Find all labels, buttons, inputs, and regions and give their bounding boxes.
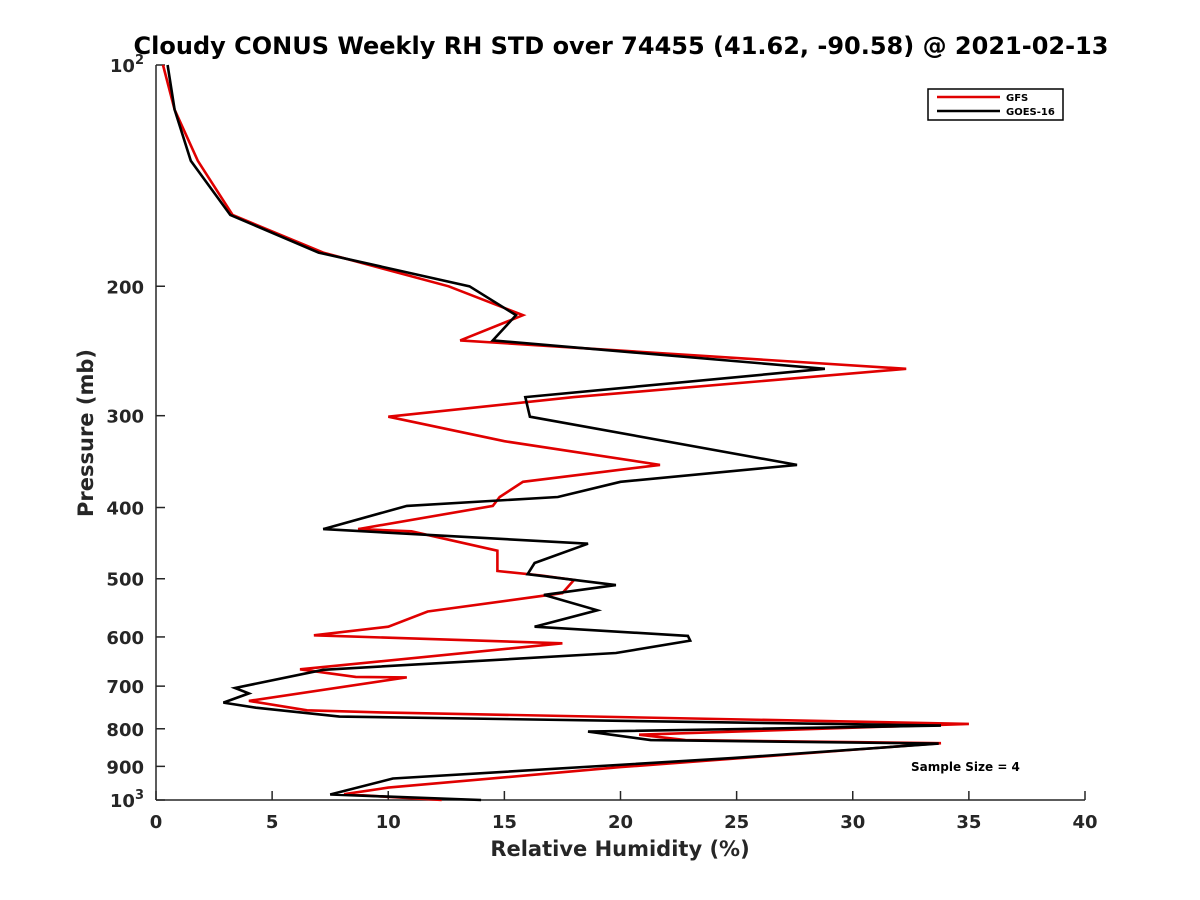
x-tick-label: 25 — [724, 812, 749, 833]
x-tick-label: 20 — [608, 812, 633, 833]
x-tick-label: 15 — [492, 812, 517, 833]
y-tick-label: 600 — [106, 628, 144, 649]
legend: GFS GOES-16 — [927, 88, 1064, 121]
x-axis-ticks: 0 5 10 15 20 25 30 35 40 — [150, 791, 1098, 833]
legend-label-goes16: GOES-16 — [1006, 107, 1055, 118]
series-line-gfs — [161, 64, 969, 802]
x-tick-label: 30 — [840, 812, 865, 833]
y-tick-label: 800 — [106, 720, 144, 741]
legend-box — [927, 88, 1064, 121]
x-tick-label: 35 — [956, 812, 981, 833]
y-tick-label: 102 — [110, 53, 144, 77]
y-tick-label: 200 — [106, 277, 144, 298]
y-tick-label: 500 — [106, 570, 144, 591]
x-tick-label: 5 — [266, 812, 279, 833]
x-tick-label: 0 — [150, 812, 163, 833]
y-tick-label: 400 — [106, 499, 144, 520]
series-line-goes16 — [166, 64, 942, 802]
legend-label-gfs: GFS — [1006, 93, 1028, 104]
y-tick-label: 700 — [106, 677, 144, 698]
y-tick-label: 900 — [106, 757, 144, 778]
y-axis-ticks: 102 200 300 400 500 600 700 800 900 103 — [106, 53, 165, 812]
x-tick-label: 40 — [1072, 812, 1097, 833]
x-axis-label: Relative Humidity (%) — [490, 837, 749, 861]
sample-size-note: Sample Size = 4 — [911, 760, 1020, 774]
y-tick-label: 103 — [110, 788, 144, 812]
chart-title: Cloudy CONUS Weekly RH STD over 74455 (4… — [134, 32, 1109, 60]
y-axis-label: Pressure (mb) — [74, 349, 98, 517]
y-tick-label: 300 — [106, 407, 144, 428]
series-layer — [161, 64, 969, 802]
x-tick-label: 10 — [376, 812, 401, 833]
